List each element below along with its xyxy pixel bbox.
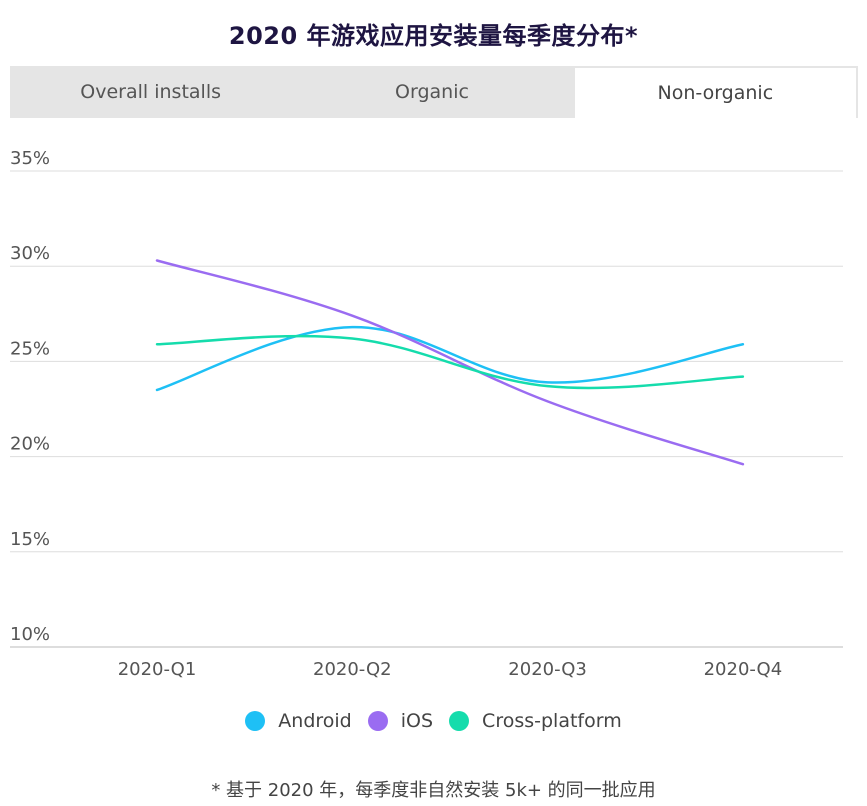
y-axis-ticks: 35% 30% 25% 20% 15% 10%	[10, 148, 50, 645]
series-lines	[155, 259, 745, 466]
series-line-ios[interactable]	[155, 259, 745, 466]
legend-label-android: Android	[278, 710, 352, 732]
android-legend-dot-icon	[245, 711, 266, 731]
line-chart: 35% 30% 25% 20% 15% 10% 2020-Q1 2020-Q2 2020-Q3…	[10, 148, 843, 680]
legend: Android iOS Cross-platform	[0, 710, 867, 732]
tab-organic[interactable]: Organic	[395, 81, 469, 103]
y-tick-label: 20%	[10, 434, 50, 455]
legend-item-ios[interactable]: iOS	[367, 710, 434, 732]
x-axis-ticks: 2020-Q1 2020-Q2 2020-Q3 2020-Q4	[118, 659, 782, 680]
x-tick-label: 2020-Q4	[704, 659, 783, 680]
footnote: * 基于 2020 年，每季度非自然安装 5k+ 的同一批应用	[211, 780, 656, 801]
tab-non-organic[interactable]: Non-organic	[572, 66, 858, 118]
legend-label-cross-platform: Cross-platform	[482, 710, 622, 732]
legend-label-ios: iOS	[400, 710, 434, 732]
ios-legend-dot-icon	[367, 711, 388, 731]
y-tick-label: 15%	[10, 529, 50, 550]
y-tick-label: 10%	[10, 624, 50, 645]
legend-item-cross-platform[interactable]: Cross-platform	[449, 710, 622, 732]
y-tick-label: 30%	[10, 243, 50, 264]
series-line-android[interactable]	[155, 325, 745, 392]
x-tick-label: 2020-Q3	[508, 659, 587, 680]
legend-item-android[interactable]: Android	[245, 710, 352, 732]
tab-overall-installs[interactable]: Overall installs	[80, 81, 222, 103]
grid-lines	[10, 170, 843, 648]
x-tick-label: 2020-Q1	[118, 659, 197, 680]
cross-platform-legend-dot-icon	[449, 711, 470, 731]
series-line-cross-platform[interactable]	[155, 334, 745, 390]
y-tick-label: 25%	[10, 338, 50, 359]
y-tick-label: 35%	[10, 148, 50, 169]
tab-bar: Overall installs Organic Non-organic	[10, 66, 858, 118]
chart-title: 2020 年游戏应用安装量每季度分布*	[228, 22, 639, 50]
x-tick-label: 2020-Q2	[313, 659, 392, 680]
